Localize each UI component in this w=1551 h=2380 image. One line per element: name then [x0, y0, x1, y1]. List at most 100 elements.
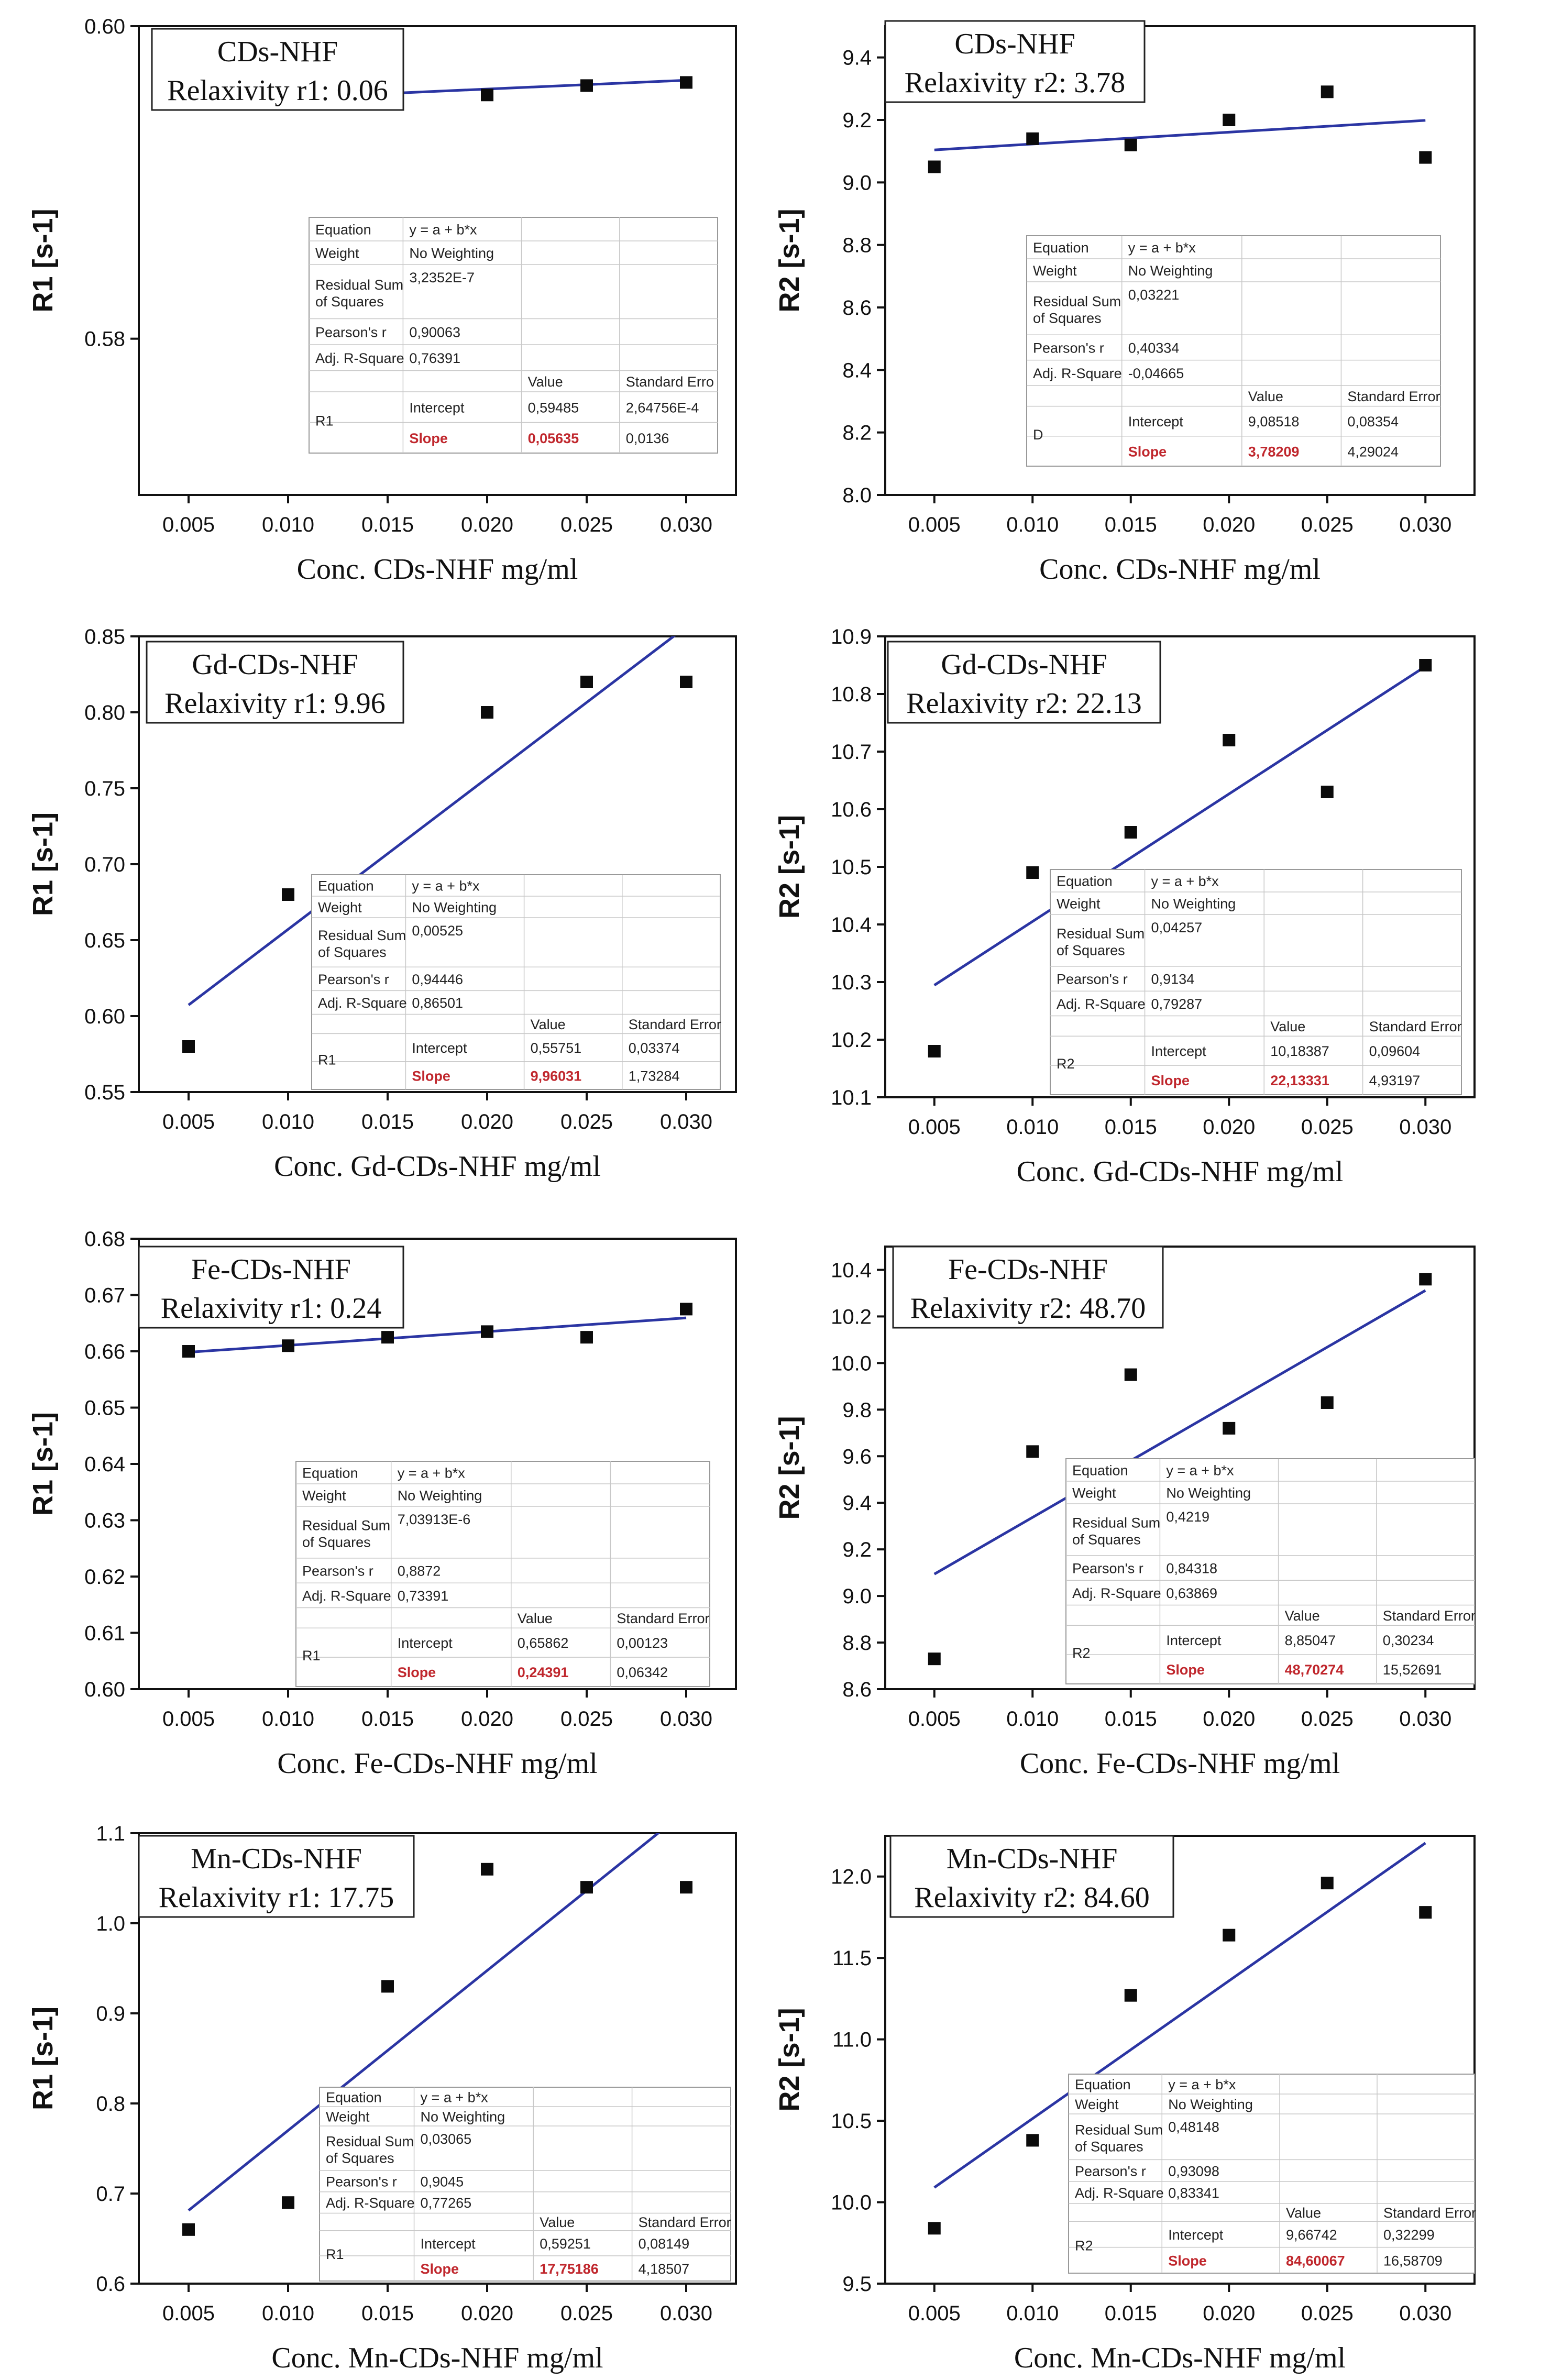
table-value-header: Value	[1286, 2205, 1321, 2221]
table-rss-value: 0,48148	[1168, 2119, 1219, 2135]
table-se-header: Standard Error	[1369, 1019, 1462, 1034]
table-value-header: Value	[1270, 1019, 1305, 1034]
stats-table: Equation y = a + b*x Weight No Weighting Res…	[311, 874, 721, 1090]
table-rss-value: 7,03913E-6	[398, 1512, 471, 1527]
data-point	[1321, 1877, 1334, 1890]
table-adjr-value: 0,83341	[1168, 2185, 1219, 2201]
x-tick-label: 0.015	[361, 1110, 414, 1133]
table-equation-label: Equation	[1033, 240, 1089, 256]
chart-subtitle: Relaxivity r2: 22.13	[906, 687, 1142, 720]
table-adjr-label: Adj. R-Square	[1033, 366, 1122, 381]
y-axis-label: R2 [s-1]	[774, 1416, 805, 1519]
stats-table-frame	[311, 874, 721, 1090]
table-rss-label: Residual Sum	[1033, 294, 1121, 310]
data-point	[182, 1040, 195, 1053]
chart-subtitle: Relaxivity r2: 48.70	[910, 1292, 1146, 1325]
stats-table-frame	[1026, 235, 1441, 467]
x-tick-label: 0.010	[262, 1707, 314, 1731]
table-rss-value: 0,04257	[1151, 920, 1203, 935]
table-weight-label: Weight	[1033, 263, 1077, 279]
data-point	[928, 2222, 941, 2235]
y-tick-label: 9.0	[842, 171, 872, 194]
table-intercept-value: 10,18387	[1270, 1043, 1329, 1059]
table-intercept-value: 0,59251	[540, 2236, 591, 2252]
table-adjr-value: 0,79287	[1151, 996, 1203, 1012]
stats-table: Equation y = a + b*x Weight No Weighting Res…	[1050, 869, 1462, 1095]
table-rss-label: Residual Sum	[326, 2134, 414, 2150]
chart-title: Mn-CDs-NHF	[191, 1843, 362, 1875]
table-equation-value: y = a + b*x	[1166, 1463, 1234, 1479]
table-weight-label: Weight	[326, 2109, 370, 2125]
x-axis-label: Conc. CDs-NHF mg/ml	[297, 553, 578, 586]
table-intercept-label: Intercept	[412, 1040, 467, 1056]
x-tick-label: 0.005	[162, 1110, 215, 1133]
table-pearson-value: 0,9045	[421, 2174, 464, 2189]
y-tick-label: 0.65	[84, 1397, 125, 1420]
table-equation-label: Equation	[1075, 2077, 1131, 2092]
data-point	[1419, 1273, 1432, 1286]
table-intercept-label: Intercept	[1151, 1043, 1207, 1059]
data-point	[1124, 826, 1137, 839]
data-point	[1223, 1929, 1236, 1942]
table-intercept-se: 0,30234	[1383, 1633, 1434, 1648]
y-tick-label: 10.3	[831, 971, 872, 994]
table-slope-label: Slope	[398, 1665, 436, 1680]
fit-line	[188, 1833, 661, 2212]
table-value-header: Value	[1248, 389, 1283, 404]
x-tick-label: 0.015	[1105, 2302, 1157, 2325]
y-axis-label: R2 [s-1]	[774, 208, 805, 312]
data-point	[282, 1339, 294, 1352]
table-intercept-value: 9,08518	[1248, 414, 1300, 429]
chart-title: Mn-CDs-NHF	[947, 1843, 1118, 1875]
stats-table: Equation y = a + b*x Weight No Weighting Res…	[1068, 2074, 1476, 2274]
x-tick-label: 0.015	[361, 513, 414, 536]
x-tick-label: 0.005	[908, 1116, 961, 1139]
table-intercept-se: 0,08354	[1347, 414, 1399, 429]
x-tick-label: 0.030	[1399, 513, 1451, 536]
table-pearson-label: Pearson's r	[1072, 1561, 1143, 1577]
y-tick-label: 8.8	[842, 234, 872, 257]
data-point	[928, 160, 941, 173]
table-intercept-label: Intercept	[1166, 1633, 1222, 1648]
table-weight-label: Weight	[1072, 1485, 1116, 1501]
y-axis-label: R1 [s-1]	[27, 1412, 59, 1516]
data-point	[580, 1881, 593, 1894]
data-point	[481, 706, 493, 719]
data-point	[1321, 786, 1334, 798]
data-point	[680, 1881, 692, 1894]
table-pearson-value: 0,90063	[409, 324, 460, 340]
table-slope-label: Slope	[421, 2261, 459, 2277]
table-equation-label: Equation	[315, 222, 371, 238]
table-row-label: R2	[1075, 2238, 1093, 2254]
table-adjr-label: Adj. R-Square	[318, 995, 407, 1011]
x-tick-label: 0.005	[908, 513, 961, 536]
data-point	[1419, 1906, 1432, 1919]
table-adjr-label: Adj. R-Square	[302, 1588, 391, 1604]
data-point	[928, 1045, 941, 1057]
table-slope-label: Slope	[1168, 2253, 1207, 2268]
title-box	[884, 20, 1146, 103]
table-pearson-value: 0,8872	[398, 1563, 441, 1579]
y-tick-label: 8.6	[842, 1678, 872, 1701]
table-pearson-label: Pearson's r	[1057, 972, 1128, 987]
table-intercept-se: 0,00123	[617, 1635, 668, 1651]
stats-table-frame	[1065, 1458, 1475, 1684]
data-point	[481, 1863, 493, 1876]
table-slope-se: 4,29024	[1347, 444, 1399, 459]
chart-panel-4: 0.005 0.010 0.015 0.020 0.025 0.030 10.1 10.2 10…	[774, 625, 1476, 1188]
chart-subtitle: Relaxivity r2: 84.60	[914, 1881, 1150, 1914]
table-slope-label: Slope	[1128, 444, 1167, 459]
table-value-header: Value	[1285, 1608, 1320, 1624]
x-tick-label: 0.005	[162, 2302, 215, 2325]
x-tick-label: 0.025	[1301, 2302, 1354, 2325]
chart-title: Fe-CDs-NHF	[191, 1253, 351, 1286]
table-row-label: R1	[318, 1052, 336, 1068]
table-adjr-value: 0,73391	[398, 1588, 449, 1604]
y-tick-label: 0.68	[84, 1228, 125, 1251]
y-tick-label: 1.1	[96, 1822, 125, 1845]
table-pearson-value: 0,9134	[1151, 972, 1195, 987]
y-tick-label: 11.5	[832, 1947, 872, 1970]
table-equation-label: Equation	[1057, 874, 1113, 889]
table-row-label: R1	[326, 2246, 344, 2262]
x-tick-label: 0.015	[1105, 513, 1157, 536]
